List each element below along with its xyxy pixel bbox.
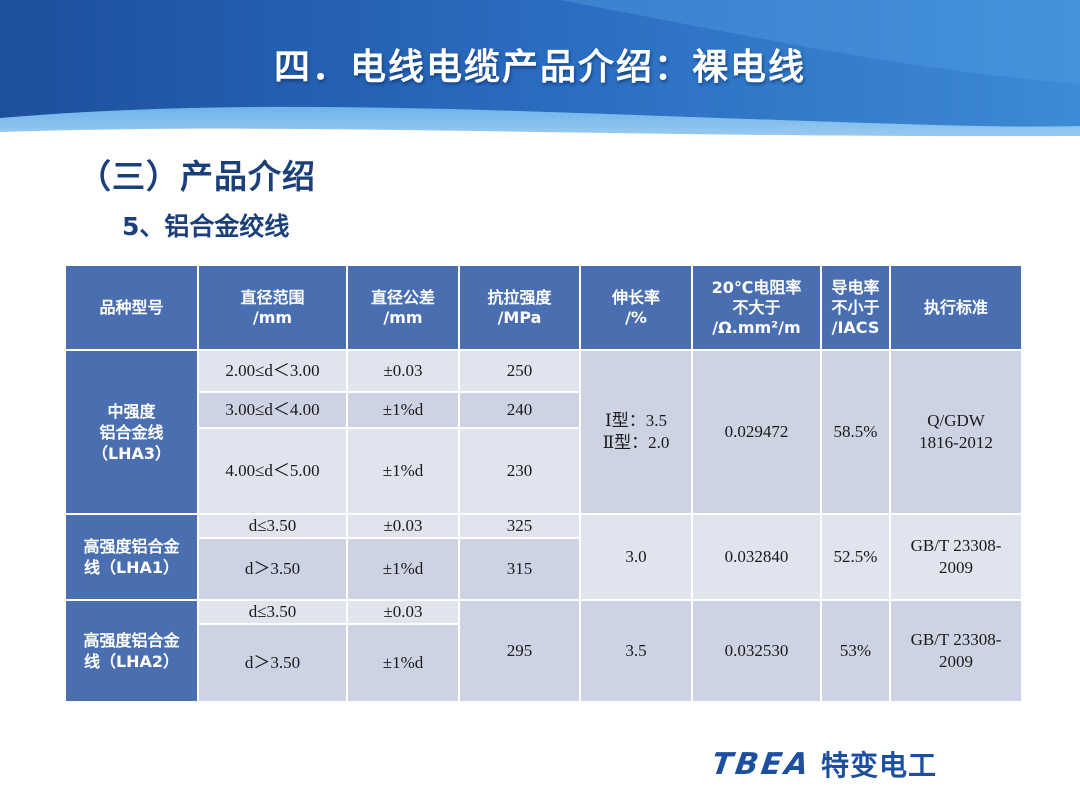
product-type-cell: 高强度铝合金 线（LHA2）: [66, 601, 197, 701]
resistivity-cell: 0.032530: [693, 601, 820, 701]
diameter-cell: d＞3.50: [199, 625, 346, 701]
strength-cell: 230: [460, 429, 579, 513]
tolerance-cell: ±1%d: [348, 429, 458, 513]
conductivity-cell: 53%: [822, 601, 889, 701]
header-cell-type: 品种型号: [66, 266, 197, 349]
diameter-cell: 3.00≤d＜4.00: [199, 393, 346, 427]
table-row: 高强度铝合金 线（LHA1） d≤3.50 ±0.03 325 3.0 0.03…: [66, 515, 1021, 599]
diameter-cell: 2.00≤d＜3.00: [199, 351, 346, 391]
logo-text-cn: 特变电工: [821, 749, 938, 782]
section-subheading: 5、铝合金绞线: [122, 212, 290, 241]
table-row: 3.00≤d＜4.00 ±1%d 240: [66, 393, 1021, 427]
diameter-cell: d≤3.50: [199, 515, 346, 537]
tbea-logo: TBEA 特变电工: [709, 742, 938, 786]
conductivity-cell: 58.5%: [822, 351, 889, 513]
header-cell-conductivity: 导电率 不小于 /IACS: [822, 266, 889, 349]
tolerance-cell: ±0.03: [348, 515, 458, 537]
table-header-row: 品种型号 直径范围 /mm 直径公差 /mm 抗拉强度 /MPa 伸长率 /% …: [66, 266, 1021, 349]
spec-table: 品种型号 直径范围 /mm 直径公差 /mm 抗拉强度 /MPa 伸长率 /% …: [64, 264, 1023, 703]
strength-cell: 315: [460, 539, 579, 599]
elongation-cell: 3.5: [581, 601, 691, 701]
section-heading: （三）产品介绍: [78, 157, 316, 196]
strength-cell: 295: [460, 601, 579, 701]
standard-cell: Q/GDW 1816-2012: [891, 351, 1021, 513]
strength-cell: 250: [460, 351, 579, 391]
table-row: 中强度 铝合金线 （LHA3） 2.00≤d＜3.00 ±0.03 250 Ⅰ型…: [66, 351, 1021, 513]
header-cell-standard: 执行标准: [891, 266, 1021, 349]
resistivity-cell: 0.032840: [693, 515, 820, 599]
header-cell-tolerance: 直径公差 /mm: [348, 266, 458, 349]
table-row: d＞3.50 ±1%d 315: [66, 539, 1021, 599]
slide-title: 四．电线电缆产品介绍：裸电线: [273, 47, 806, 88]
standard-cell: GB/T 23308- 2009: [891, 601, 1021, 701]
table-row: d＞3.50 ±1%d: [66, 625, 1021, 701]
resistivity-cell: 0.029472: [693, 351, 820, 513]
product-type-cell: 中强度 铝合金线 （LHA3）: [66, 351, 197, 513]
tolerance-cell: ±0.03: [348, 601, 458, 623]
tolerance-cell: ±0.03: [348, 351, 458, 391]
tolerance-cell: ±1%d: [348, 539, 458, 599]
strength-cell: 240: [460, 393, 579, 427]
table-row: 高强度铝合金 线（LHA2） d≤3.50 ±0.03 295 3.5 0.03…: [66, 601, 1021, 701]
logo-text-en: TBEA: [709, 746, 814, 782]
conductivity-cell: 52.5%: [822, 515, 889, 599]
standard-cell: GB/T 23308- 2009: [891, 515, 1021, 599]
header-cell-elongation: 伸长率 /%: [581, 266, 691, 349]
diameter-cell: 4.00≤d＜5.00: [199, 429, 346, 513]
strength-cell: 325: [460, 515, 579, 537]
header-cell-diameter: 直径范围 /mm: [199, 266, 346, 349]
diameter-cell: d≤3.50: [199, 601, 346, 623]
elongation-cell: 3.0: [581, 515, 691, 599]
table-row: 4.00≤d＜5.00 ±1%d 230: [66, 429, 1021, 513]
header-cell-strength: 抗拉强度 /MPa: [460, 266, 579, 349]
product-type-cell: 高强度铝合金 线（LHA1）: [66, 515, 197, 599]
header-banner: 四．电线电缆产品介绍：裸电线: [0, 0, 1080, 148]
diameter-cell: d＞3.50: [199, 539, 346, 599]
tolerance-cell: ±1%d: [348, 625, 458, 701]
tolerance-cell: ±1%d: [348, 393, 458, 427]
elongation-cell: Ⅰ型：3.5 Ⅱ型：2.0: [581, 351, 691, 513]
banner-background: [0, 0, 1080, 148]
header-cell-resistivity: 20℃电阻率 不大于 /Ω.mm²/m: [693, 266, 820, 349]
